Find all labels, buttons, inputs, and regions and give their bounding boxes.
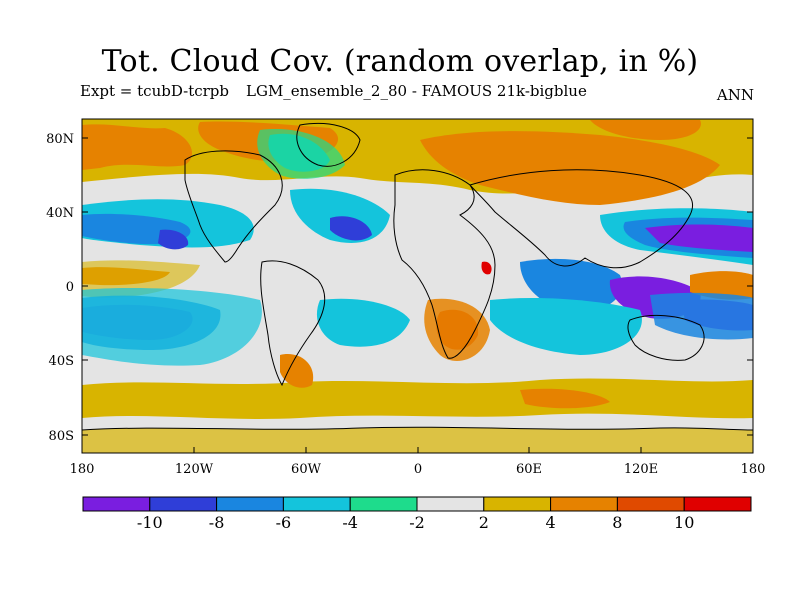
colorbar-label: -2 [409,513,425,532]
map-title: Tot. Cloud Cov. (random overlap, in %) [101,44,699,79]
south-atlantic-teal [316,298,410,347]
lon-label-0: 0 [414,462,422,477]
europe-africa-coast [393,169,496,359]
colorbar-swatch [416,496,485,512]
colorbar-label: -8 [209,513,225,532]
lon-label-60e: 60E [516,462,542,477]
south-america-coast [260,260,326,387]
colorbar-swatch [349,496,418,512]
lon-label-180e: 180 [741,462,766,477]
north-atlantic-purple [330,216,372,241]
colorbar-swatch [683,496,752,512]
australia-coast [627,315,705,361]
colorbar-label: 4 [546,513,556,532]
lat-label-40s: 40S [49,354,74,369]
colorbar-labels: -10 -8 -6 -4 -2 2 4 8 10 [137,513,694,532]
ensemble-label: LGM_ensemble_2_80 - FAMOUS 21k-bigblue [246,82,587,100]
africa-red-small [481,261,492,275]
lon-label-120w: 120W [175,462,214,477]
asia-coast [469,169,693,269]
colorbar [82,496,752,512]
lon-ticks [193,447,642,453]
colorbar-label: 10 [674,513,694,532]
west-pacific-tropical-orange [690,271,753,300]
arctic-orange-west [82,124,193,170]
north-pacific-purple [158,229,189,250]
west-pacific-purple [645,224,753,252]
lon-label-180w: 180 [70,462,95,477]
colorbar-swatch [149,496,218,512]
lat-label-80s: 80S [49,429,74,444]
lat-label-equator: 0 [66,280,74,295]
antarctica-coast [82,426,753,431]
coastlines [82,122,753,431]
colorbar-label: -6 [276,513,292,532]
lat-label-40n: 40N [46,206,74,221]
arctic-orange-east [590,120,701,140]
africa-orange [424,298,490,362]
southern-ocean-yellow [82,378,753,419]
colorbar-label: -10 [137,513,163,532]
season-label: ANN [716,86,754,104]
colorbar-swatch [82,496,151,512]
lat-label-80n: 80N [46,132,74,147]
colorbar-label: 8 [612,513,622,532]
patagonia-orange [280,354,314,388]
siberia-orange [420,131,720,205]
experiment-label: Expt = tcubD-tcrpb [80,82,230,100]
colorbar-label: 2 [479,513,489,532]
south-pacific-teal [82,288,262,366]
antarctic-yellow [82,427,753,453]
colorbar-swatch [550,496,618,512]
lat-ticks [82,137,753,436]
lon-label-120e: 120E [624,462,658,477]
colorbar-swatch [216,496,284,512]
south-indian-teal [490,298,642,355]
colorbar-label: -4 [342,513,358,532]
contour-field [82,119,753,453]
greenland-coast [296,122,361,167]
south-pacific-east-blue [650,292,753,340]
north-america-coast [184,150,283,263]
lon-label-60w: 60W [291,462,322,477]
southern-ocean-orange [520,388,610,409]
colorbar-swatch [616,496,685,512]
colorbar-swatch [282,496,351,512]
colorbar-swatch [483,496,552,512]
